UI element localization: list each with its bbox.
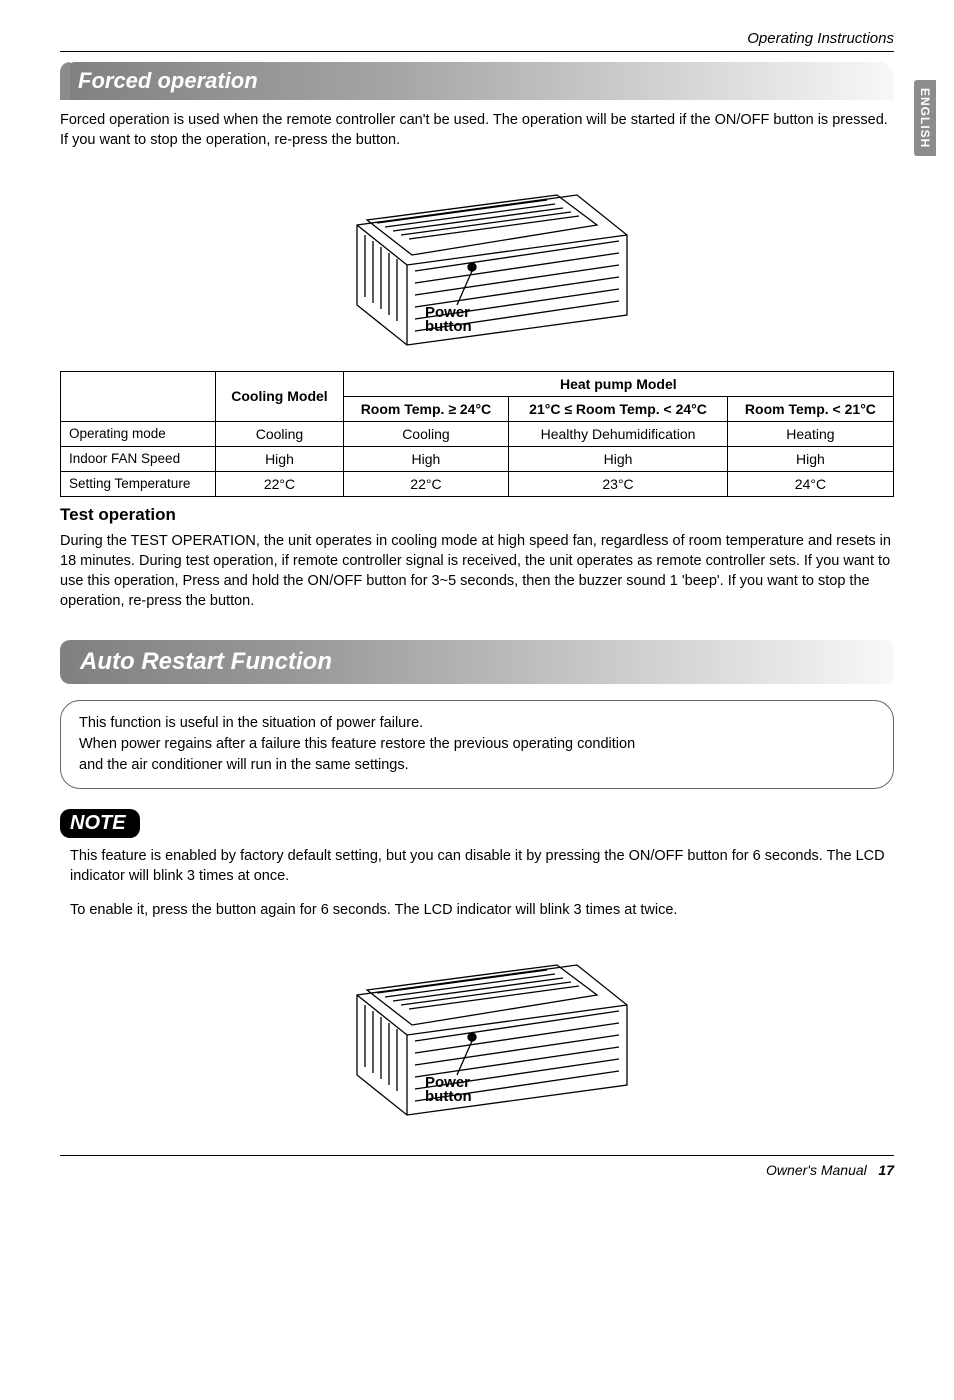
auto-restart-banner: Auto Restart Function <box>60 640 894 684</box>
test-operation-body: During the TEST OPERATION, the unit oper… <box>60 531 894 612</box>
table-row: Operating mode Cooling Cooling Healthy D… <box>61 421 894 446</box>
table-row: Indoor FAN Speed High High High High <box>61 446 894 471</box>
forced-operation-banner: Forced operation <box>60 62 894 100</box>
table-cell: Cooling <box>343 421 509 446</box>
table-cell: High <box>216 446 343 471</box>
info-line: and the air conditioner will run in the … <box>79 755 875 776</box>
power-button-label-2: button <box>425 1088 472 1105</box>
forced-operation-intro: Forced operation is used when the remote… <box>60 110 894 151</box>
table-cell: 22°C <box>343 471 509 496</box>
table-cell: Setting Temperature <box>61 471 216 496</box>
table-cell: Heating <box>727 421 893 446</box>
auto-restart-info-box: This function is useful in the situation… <box>60 700 894 789</box>
info-line: When power regains after a failure this … <box>79 734 875 755</box>
table-col1-header: Room Temp. ≥ 24°C <box>343 396 509 421</box>
table-cell: 24°C <box>727 471 893 496</box>
running-header: Operating Instructions <box>60 30 894 52</box>
operation-modes-table: Cooling Model Heat pump Model Room Temp.… <box>60 371 894 497</box>
footer-page-number: 17 <box>878 1162 894 1178</box>
note-label: NOTE <box>60 809 140 838</box>
table-col3-header: Room Temp. < 21°C <box>727 396 893 421</box>
table-cooling-model-header: Cooling Model <box>216 371 343 421</box>
ac-unit-diagram-2: Power button <box>297 935 657 1125</box>
table-cell: High <box>727 446 893 471</box>
table-cell: Cooling <box>216 421 343 446</box>
table-cell: Operating mode <box>61 421 216 446</box>
table-cell: High <box>509 446 728 471</box>
note-line-1: This feature is enabled by factory defau… <box>70 846 894 887</box>
note-line-2: To enable it, press the button again for… <box>70 900 894 920</box>
table-cell: Healthy Dehumidification <box>509 421 728 446</box>
info-line: This function is useful in the situation… <box>79 713 875 734</box>
page-footer: Owner's Manual 17 <box>60 1155 894 1178</box>
table-cell: 23°C <box>509 471 728 496</box>
table-cell: High <box>343 446 509 471</box>
power-button-label-2: button <box>425 318 472 335</box>
table-row: Setting Temperature 22°C 22°C 23°C 24°C <box>61 471 894 496</box>
language-tab: ENGLISH <box>914 80 936 156</box>
ac-unit-diagram: Power button <box>297 165 657 355</box>
test-operation-heading: Test operation <box>60 505 894 525</box>
table-cell: 22°C <box>216 471 343 496</box>
table-heatpump-header: Heat pump Model <box>343 371 893 396</box>
footer-label: Owner's Manual <box>766 1162 867 1178</box>
table-cell: Indoor FAN Speed <box>61 446 216 471</box>
table-blank-header <box>61 371 216 421</box>
table-col2-header: 21°C ≤ Room Temp. < 24°C <box>509 396 728 421</box>
